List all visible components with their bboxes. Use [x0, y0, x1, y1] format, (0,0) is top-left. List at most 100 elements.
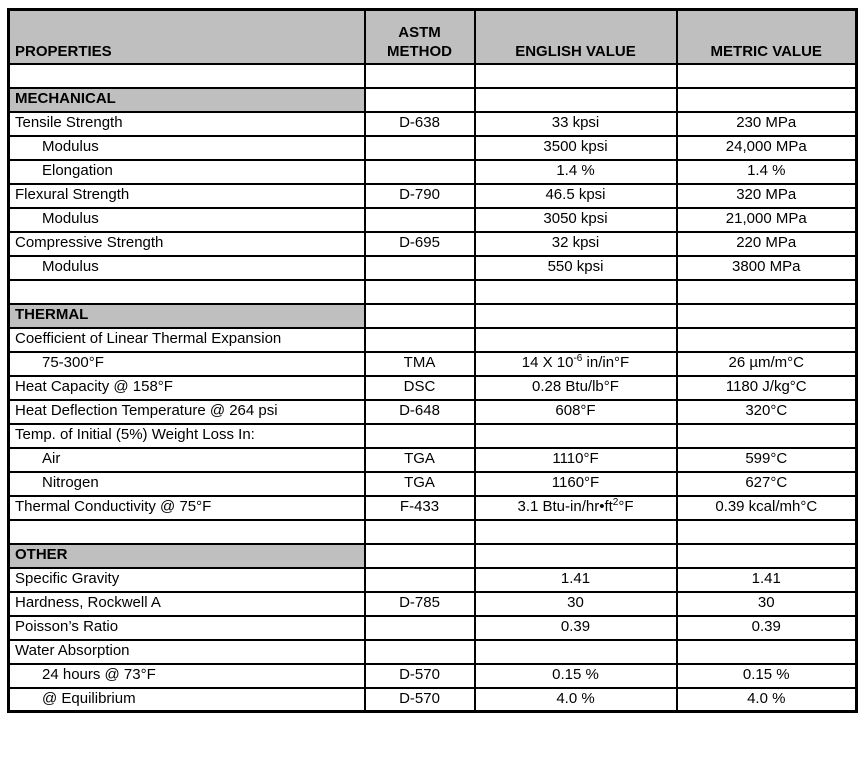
english-value-cell	[473, 422, 678, 449]
data-row: @ Equilibrium D-570 4.0 % 4.0 %	[7, 686, 858, 713]
empty-english-cell	[473, 62, 678, 89]
english-value-cell: 1.41	[473, 566, 678, 593]
superscript-text: -6	[573, 353, 583, 365]
english-value-cell: 1110°F	[473, 446, 678, 473]
empty-english-cell	[473, 542, 678, 569]
property-cell: Heat Capacity @ 158°F	[7, 374, 366, 401]
metric-value-cell: 230 MPa	[675, 110, 858, 137]
metric-value-cell	[675, 422, 858, 449]
property-cell: 75-300°F	[7, 350, 366, 377]
data-row: Elongation 1.4 % 1.4 %	[7, 158, 858, 185]
empty-astm-cell	[363, 518, 476, 545]
english-value-cell: 3500 kpsi	[473, 134, 678, 161]
property-cell: @ Equilibrium	[7, 686, 366, 713]
metric-value-cell: 599°C	[675, 446, 858, 473]
astm-method-cell: D-638	[363, 110, 476, 137]
property-cell: Flexural Strength	[7, 182, 366, 209]
astm-method-cell	[363, 638, 476, 665]
astm-method-cell	[363, 326, 476, 353]
empty-english-cell	[473, 518, 678, 545]
superscript-text: 2	[612, 497, 619, 509]
data-row: Nitrogen TGA 1160°F 627°C	[7, 470, 858, 497]
metric-value-cell: 24,000 MPa	[675, 134, 858, 161]
data-row: 75-300°F TMA 14 X 10-6 in/in°F 26 µm/m°C	[7, 350, 858, 377]
metric-value-cell: 220 MPa	[675, 230, 858, 257]
metric-value-cell: 4.0 %	[675, 686, 858, 713]
astm-method-cell: TGA	[363, 470, 476, 497]
astm-method-cell: F-433	[363, 494, 476, 521]
empty-english-cell	[473, 278, 678, 305]
english-value-cell: 0.15 %	[473, 662, 678, 689]
data-row: Heat Deflection Temperature @ 264 psi D-6…	[7, 398, 858, 425]
empty-metric-cell	[675, 62, 858, 89]
data-row: Flexural Strength D-790 46.5 kpsi 320 MPa	[7, 182, 858, 209]
property-cell: Compressive Strength	[7, 230, 366, 257]
astm-method-cell: TGA	[363, 446, 476, 473]
data-row: Thermal Conductivity @ 75°F F-433 3.1 Btu-…	[7, 494, 858, 521]
spacer-row	[7, 62, 858, 89]
metric-value-cell	[675, 638, 858, 665]
english-value-cell: 1160°F	[473, 470, 678, 497]
data-row: Air TGA 1110°F 599°C	[7, 446, 858, 473]
empty-metric-cell	[675, 302, 858, 329]
property-cell: Temp. of Initial (5%) Weight Loss In:	[7, 422, 366, 449]
english-value-cell: 608°F	[473, 398, 678, 425]
header-row: PROPERTIES ASTM METHOD ENGLISH VALUE MET…	[7, 8, 858, 65]
property-cell: Modulus	[7, 134, 366, 161]
english-value-cell: 30	[473, 590, 678, 617]
astm-method-cell: D-785	[363, 590, 476, 617]
empty-astm-cell	[363, 62, 476, 89]
metric-value-cell: 1.4 %	[675, 158, 858, 185]
section-title-cell: THERMAL	[7, 302, 366, 329]
metric-value-cell: 30	[675, 590, 858, 617]
property-cell: 24 hours @ 73°F	[7, 662, 366, 689]
english-value-cell: 46.5 kpsi	[473, 182, 678, 209]
data-row: Specific Gravity 1.41 1.41	[7, 566, 858, 593]
astm-method-cell	[363, 566, 476, 593]
section-row: THERMAL	[7, 302, 858, 329]
astm-method-cell	[363, 158, 476, 185]
astm-method-cell	[363, 206, 476, 233]
section-row: MECHANICAL	[7, 86, 858, 113]
data-row: Modulus 3500 kpsi 24,000 MPa	[7, 134, 858, 161]
astm-method-cell	[363, 134, 476, 161]
data-row: Modulus 3050 kpsi 21,000 MPa	[7, 206, 858, 233]
data-row: Temp. of Initial (5%) Weight Loss In:	[7, 422, 858, 449]
header-metric-value: METRIC VALUE	[675, 8, 858, 65]
metric-value-cell: 627°C	[675, 470, 858, 497]
astm-method-cell: TMA	[363, 350, 476, 377]
astm-method-cell: D-648	[363, 398, 476, 425]
table-body: MECHANICAL Tensile Strength D-638 33 kpsi 23…	[7, 62, 858, 713]
astm-method-cell: D-570	[363, 662, 476, 689]
data-row: Poisson’s Ratio 0.39 0.39	[7, 614, 858, 641]
header-english-value: ENGLISH VALUE	[473, 8, 678, 65]
table-header: PROPERTIES ASTM METHOD ENGLISH VALUE MET…	[7, 8, 858, 65]
property-cell: Tensile Strength	[7, 110, 366, 137]
property-cell: Thermal Conductivity @ 75°F	[7, 494, 366, 521]
property-cell: Coefficient of Linear Thermal Expansion	[7, 326, 366, 353]
property-cell: Heat Deflection Temperature @ 264 psi	[7, 398, 366, 425]
data-row: Heat Capacity @ 158°F DSC 0.28 Btu/lb°F 118…	[7, 374, 858, 401]
english-value-cell: 14 X 10-6 in/in°F	[473, 350, 678, 377]
metric-value-cell: 320°C	[675, 398, 858, 425]
metric-value-cell: 26 µm/m°C	[675, 350, 858, 377]
property-cell: Nitrogen	[7, 470, 366, 497]
english-value-cell: 1.4 %	[473, 158, 678, 185]
empty-metric-cell	[675, 278, 858, 305]
astm-method-cell	[363, 254, 476, 281]
value-text: in/in°F	[582, 354, 630, 372]
metric-value-cell: 0.15 %	[675, 662, 858, 689]
datasheet-page: PROPERTIES ASTM METHOD ENGLISH VALUE MET…	[7, 8, 858, 713]
english-value-cell: 3.1 Btu-in/hr•ft2°F	[473, 494, 678, 521]
metric-value-cell: 320 MPa	[675, 182, 858, 209]
english-value-cell	[473, 326, 678, 353]
property-cell: Hardness, Rockwell A	[7, 590, 366, 617]
property-cell: Poisson’s Ratio	[7, 614, 366, 641]
astm-method-cell	[363, 614, 476, 641]
data-row: Hardness, Rockwell A D-785 30 30	[7, 590, 858, 617]
value-text: °F	[618, 498, 634, 516]
empty-metric-cell	[675, 542, 858, 569]
data-row: Coefficient of Linear Thermal Expansion	[7, 326, 858, 353]
metric-value-cell	[675, 326, 858, 353]
astm-method-cell: D-790	[363, 182, 476, 209]
